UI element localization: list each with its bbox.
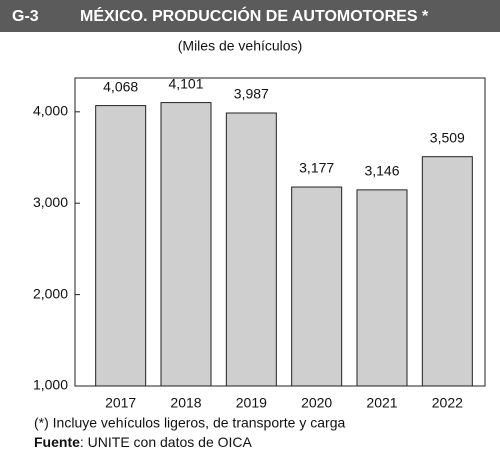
x-tick-label: 2019: [236, 395, 267, 411]
chart-title: MÉXICO. PRODUCCIÓN DE AUTOMOTORES *: [80, 6, 429, 25]
value-label: 3,987: [234, 86, 269, 102]
note: (*) Incluye vehículos ligeros, de transp…: [34, 415, 345, 431]
x-tick-label: 2021: [366, 395, 397, 411]
plot-frame: [74, 77, 486, 387]
x-tick-label: 2018: [170, 395, 201, 411]
bar: [291, 186, 343, 387]
bar: [225, 112, 277, 387]
y-tick-label: 3,000: [33, 194, 68, 210]
y-tick-label: 4,000: [33, 103, 68, 119]
y-tick-label: 1,000: [33, 377, 68, 393]
x-tick-label: 2020: [301, 395, 332, 411]
bar: [160, 102, 212, 387]
value-label: 4,068: [103, 78, 138, 94]
source-label: Fuente: [34, 434, 80, 450]
chart-subtitle: (Miles de vehículos): [178, 38, 303, 54]
y-tick-label: 2,000: [33, 285, 68, 301]
header-bar: [0, 0, 500, 32]
value-label: 4,101: [168, 75, 203, 91]
x-tick-label: 2017: [105, 395, 136, 411]
bar: [421, 156, 473, 387]
source-text: : UNITE con datos de OICA: [80, 434, 253, 450]
source: Fuente: UNITE con datos de OICA: [34, 434, 253, 450]
value-label: 3,177: [299, 160, 334, 176]
bar: [356, 189, 408, 387]
chart-label: G-3: [12, 8, 39, 25]
x-tick-label: 2022: [432, 395, 463, 411]
value-label: 3,509: [430, 129, 465, 145]
bar: [95, 105, 147, 387]
value-label: 3,146: [364, 163, 399, 179]
